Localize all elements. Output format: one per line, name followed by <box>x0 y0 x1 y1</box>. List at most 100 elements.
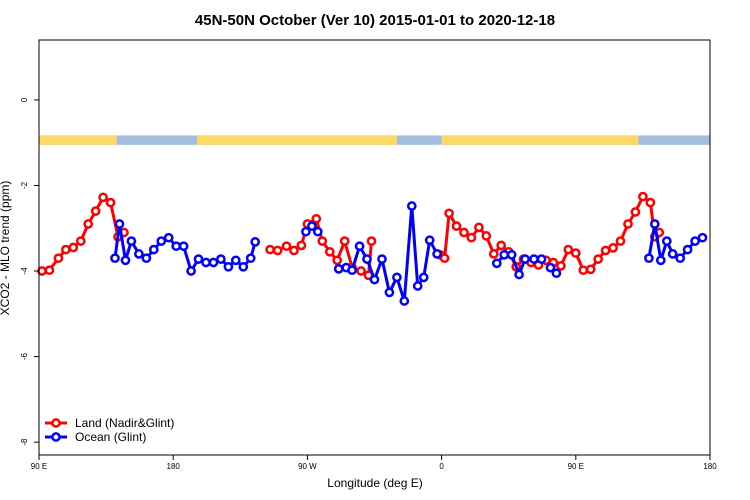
data-point <box>474 222 484 233</box>
data-point <box>406 201 417 211</box>
data-point <box>392 272 402 283</box>
legend: Land (Nadir&Glint)Ocean (Glint) <box>45 416 174 444</box>
data-point <box>53 253 64 264</box>
series-ocean <box>110 201 708 306</box>
data-point <box>630 207 641 217</box>
chart-title: 45N-50N October (Ver 10) 2015-01-01 to 2… <box>195 12 555 29</box>
legend-item: Land (Nadir&Glint) <box>45 416 174 430</box>
data-point <box>90 206 101 216</box>
data-point <box>645 197 656 208</box>
data-point <box>369 274 380 285</box>
series-layer <box>37 191 708 306</box>
data-point <box>148 244 159 255</box>
plot-frame <box>38 39 711 456</box>
data-point <box>593 254 604 264</box>
data-point <box>208 257 219 268</box>
data-point <box>384 287 395 298</box>
y-tick-label: 0 <box>20 97 29 102</box>
data-point <box>545 262 556 273</box>
x-axis: 90 E 180 90 W 0 90 E 180 <box>31 455 717 471</box>
data-point <box>514 269 524 280</box>
data-point <box>289 245 299 256</box>
data-point <box>551 268 562 279</box>
data-point <box>667 249 678 259</box>
x-tick-label: 90 E <box>568 462 584 471</box>
data-point <box>60 244 71 255</box>
data-point <box>301 226 311 237</box>
data-point <box>317 236 328 246</box>
legend-label: Land (Nadir&Glint) <box>75 416 174 430</box>
x-axis-label: Longitude (deg E) <box>327 476 422 490</box>
data-point <box>230 255 241 266</box>
data-point <box>563 244 574 255</box>
y-tick-label: -4 <box>20 267 29 275</box>
data-point <box>424 235 435 246</box>
data-point <box>362 254 372 264</box>
data-point <box>529 254 539 264</box>
data-point <box>178 241 189 252</box>
y-axis: 0 -2 -4 -6 -8 <box>20 97 39 446</box>
data-point <box>333 264 344 274</box>
data-point <box>141 253 152 264</box>
data-point <box>496 240 507 251</box>
data-point <box>250 237 261 247</box>
data-point <box>649 219 660 229</box>
data-point <box>466 232 477 243</box>
data-point <box>171 241 182 252</box>
data-point <box>312 226 323 237</box>
data-point <box>506 249 517 260</box>
data-point <box>600 245 611 256</box>
data-point <box>281 241 292 252</box>
legend-label: Ocean (Glint) <box>75 430 146 444</box>
data-point <box>675 253 686 264</box>
data-point <box>608 243 618 253</box>
data-point <box>44 265 55 276</box>
data-point <box>75 236 86 246</box>
data-point <box>366 236 377 246</box>
data-point <box>68 242 79 253</box>
land-strip-segment <box>197 135 397 145</box>
data-point <box>520 254 530 264</box>
data-point <box>439 253 450 264</box>
data-point <box>661 236 672 246</box>
data-point <box>354 241 365 252</box>
x-tick-label: 90 E <box>31 462 47 471</box>
data-point <box>491 258 502 269</box>
data-point <box>556 261 566 271</box>
data-point <box>638 191 648 202</box>
data-point <box>332 255 343 266</box>
y-tick-label: -8 <box>20 438 29 446</box>
data-point <box>114 219 125 229</box>
land-strip-segment <box>39 135 117 145</box>
data-point <box>377 254 387 264</box>
data-point <box>615 236 626 246</box>
data-point <box>644 253 654 264</box>
data-point <box>578 265 589 276</box>
data-point <box>697 232 708 243</box>
data-point <box>126 236 137 246</box>
data-point <box>216 254 226 264</box>
data-point <box>324 246 335 257</box>
data-point <box>163 232 174 243</box>
data-point <box>105 197 116 208</box>
data-point <box>451 221 462 231</box>
data-point <box>193 254 204 264</box>
land-ocean-strip <box>39 135 710 145</box>
data-point <box>339 236 350 246</box>
data-point <box>481 231 492 241</box>
data-point <box>623 219 633 229</box>
data-point <box>682 244 693 255</box>
data-point <box>83 219 94 229</box>
legend-marker <box>51 432 61 442</box>
data-point <box>690 236 700 246</box>
y-axis-label: XCO2 - MLO trend (ppm) <box>0 181 12 316</box>
data-point <box>272 245 283 256</box>
data-point <box>432 249 442 259</box>
data-point <box>356 266 366 276</box>
data-point <box>186 266 196 276</box>
data-point <box>238 261 249 272</box>
data-point <box>459 227 469 238</box>
data-point <box>655 255 666 266</box>
data-point <box>399 296 410 306</box>
